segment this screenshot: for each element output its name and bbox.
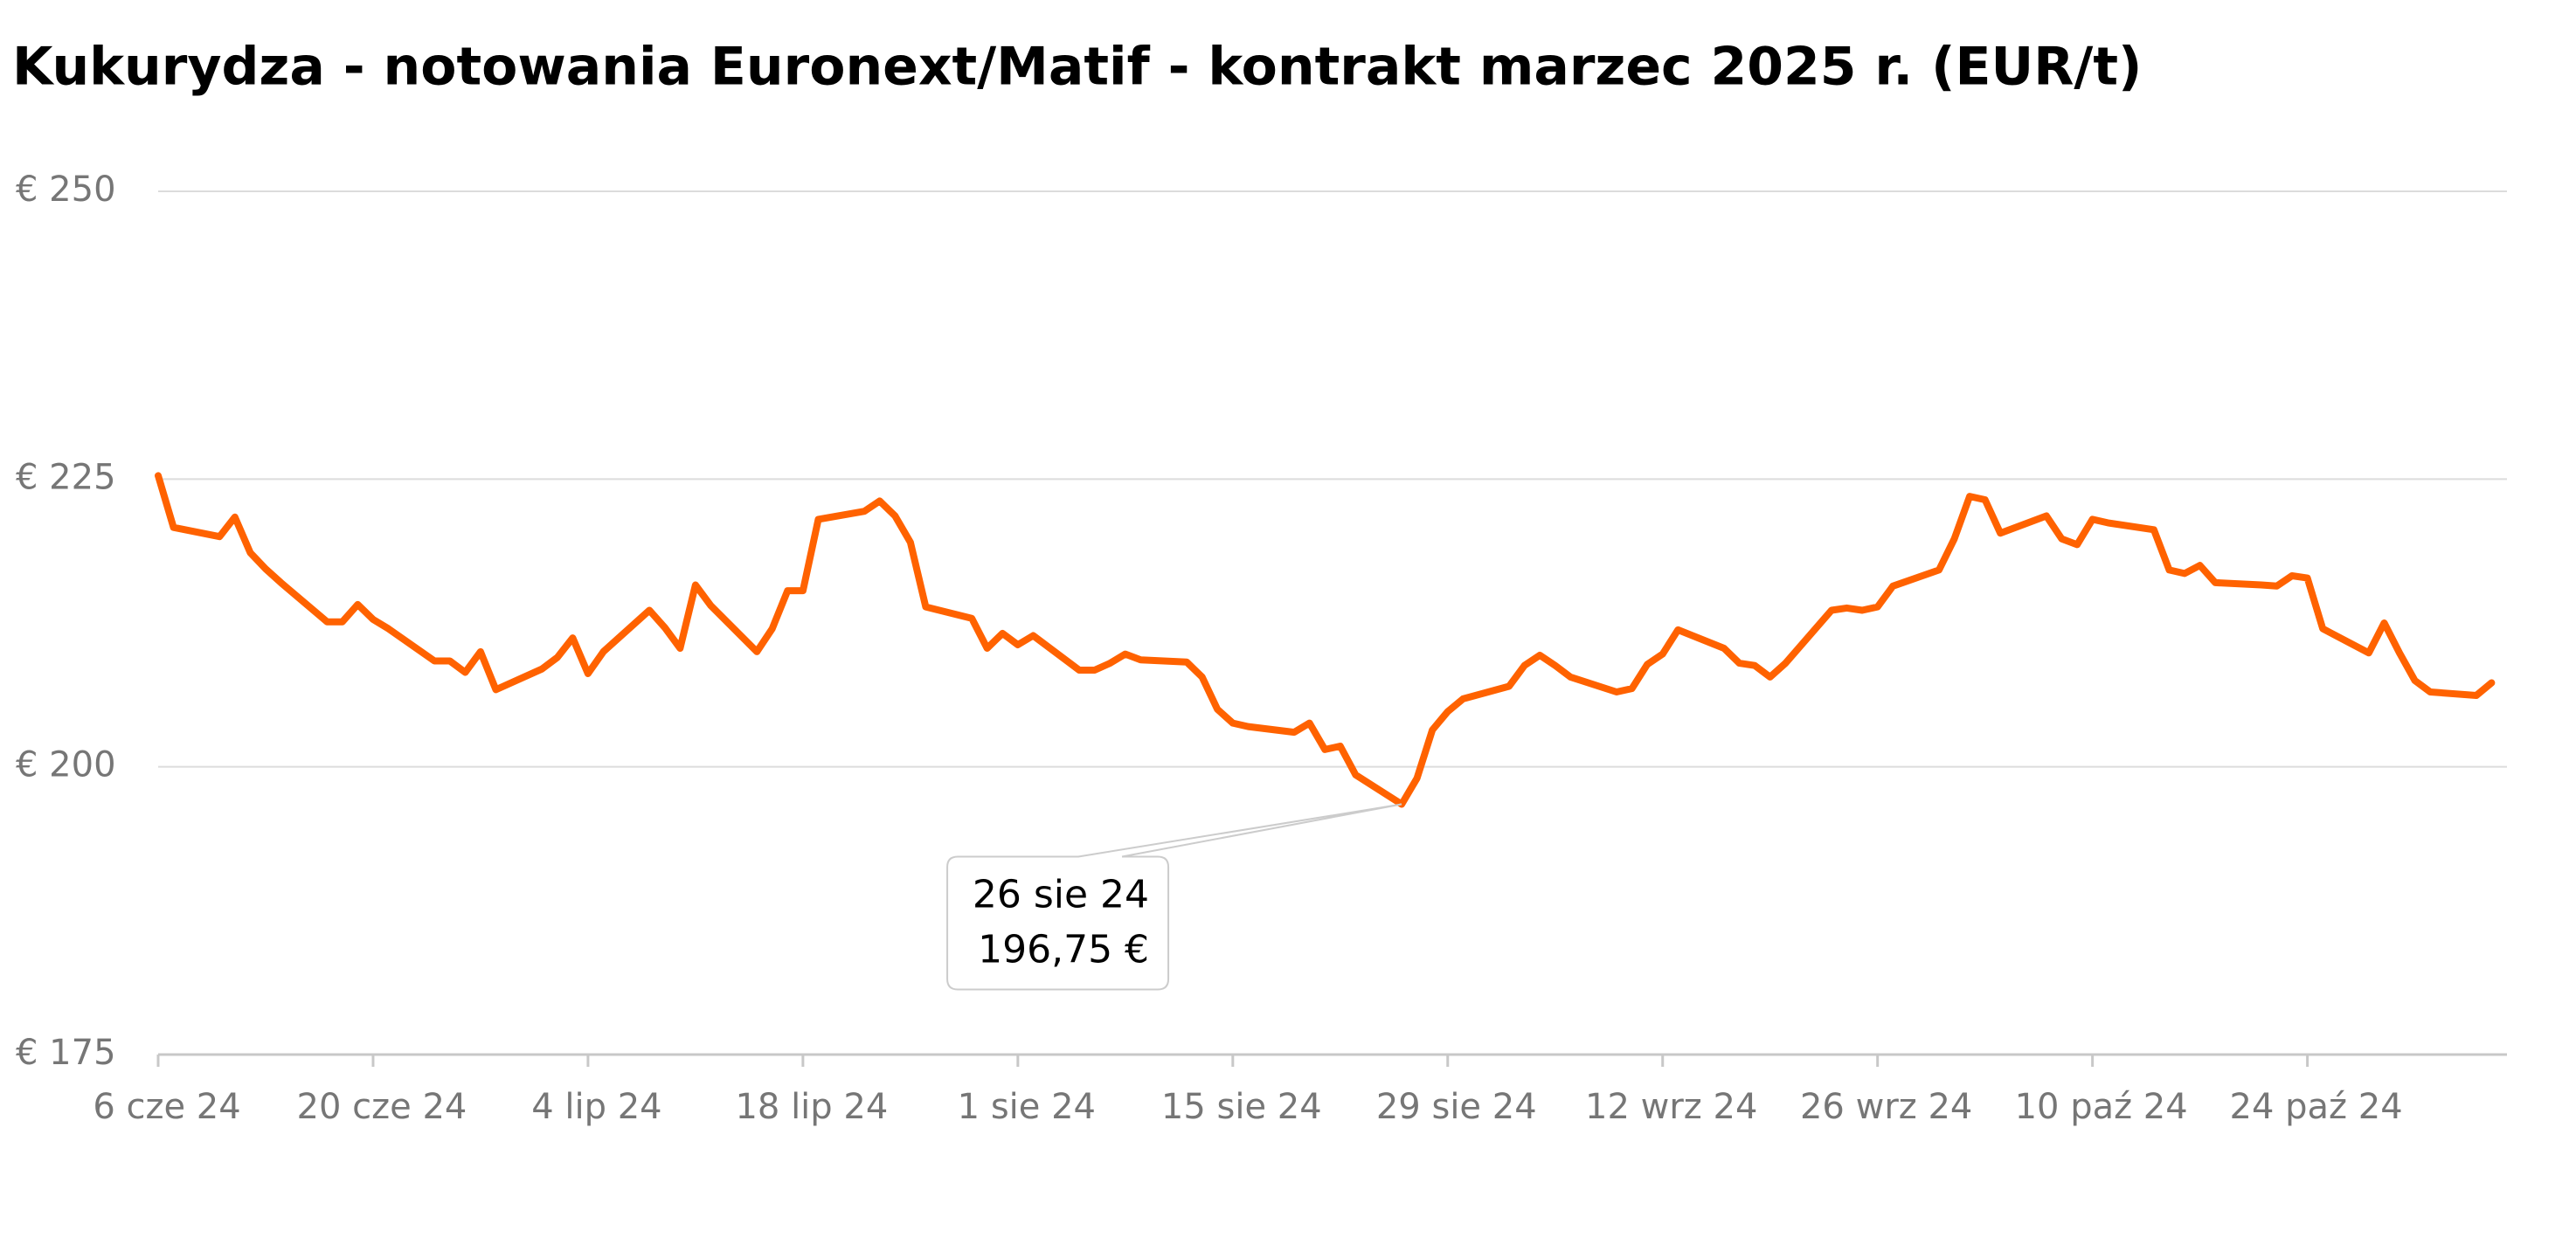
- x-tick-label: 1 sie 24: [958, 1087, 1096, 1127]
- x-tick-label: 10 paź 24: [2015, 1087, 2188, 1127]
- callout-text: 26 sie 24: [973, 872, 1149, 917]
- callout-text: 196,75 €: [978, 927, 1149, 972]
- line: [155, 472, 2496, 808]
- x-tick-label: 15 sie 24: [1161, 1087, 1322, 1127]
- x-tick-label: 18 lip 24: [735, 1087, 888, 1127]
- y-tick-label: € 200: [16, 745, 116, 785]
- x-tick-label: 24 paź 24: [2230, 1087, 2403, 1127]
- y-tick-label: € 175: [16, 1033, 116, 1073]
- y-tick-label: € 225: [16, 457, 116, 497]
- x-tick-label: 26 wrz 24: [1800, 1087, 1972, 1127]
- callout: [946, 803, 1402, 991]
- x-tick-label: 6 cze 24: [93, 1087, 240, 1127]
- x-tick-label: 29 sie 24: [1376, 1087, 1537, 1127]
- chart-title: Kukurydza - notowania Euronext/Matif - k…: [12, 37, 2142, 98]
- x-tick-label: 4 lip 24: [531, 1087, 661, 1127]
- x-tick-label: 20 cze 24: [297, 1087, 467, 1127]
- x-tick-label: 12 wrz 24: [1585, 1087, 1757, 1127]
- y-tick-label: € 250: [16, 169, 116, 210]
